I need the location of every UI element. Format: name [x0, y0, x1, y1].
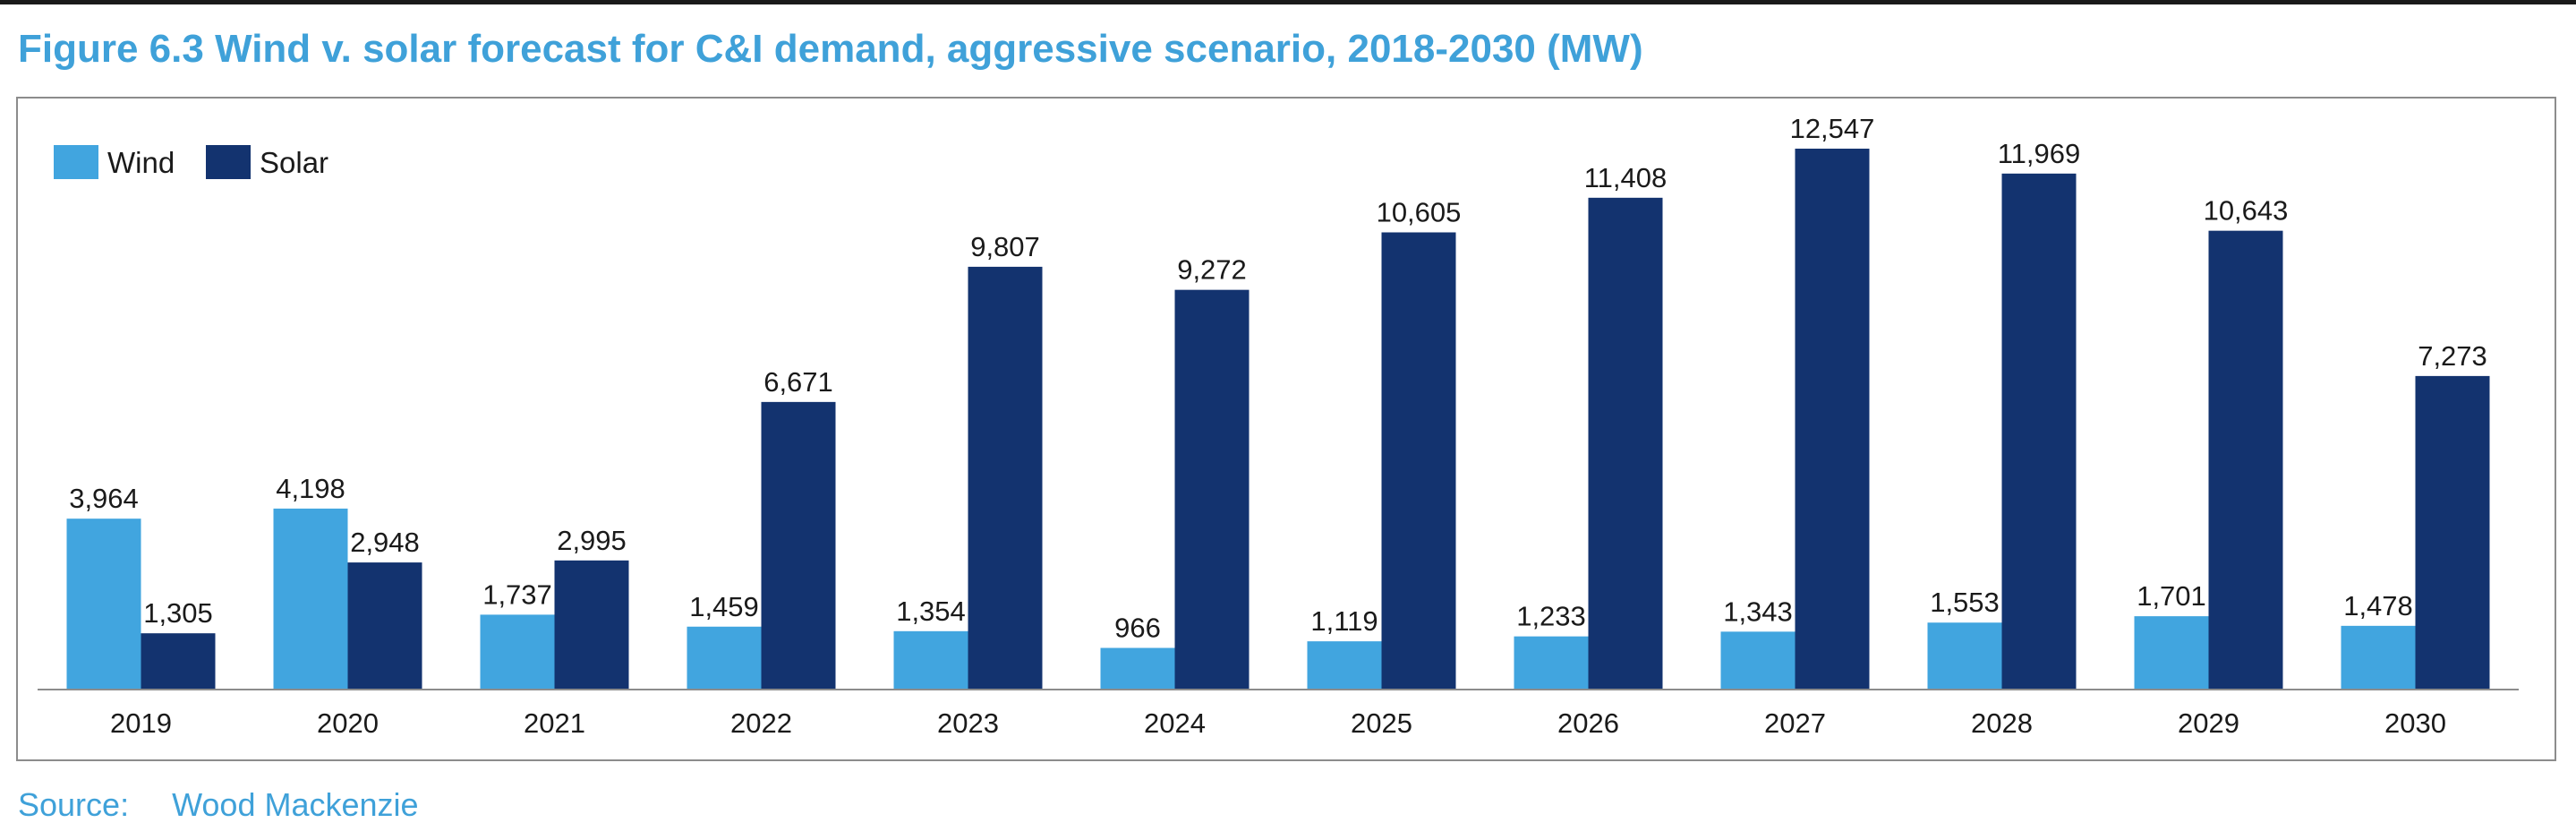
wind-data-label-2030: 1,478	[2343, 590, 2413, 621]
wind-bar-2023	[893, 630, 968, 690]
legend-solar-label: Solar	[260, 146, 328, 179]
solar-data-label-2028: 11,969	[1998, 138, 2081, 169]
wind-data-label-2023: 1,354	[896, 596, 966, 627]
wind-data-label-2021: 1,737	[482, 579, 552, 610]
wind-data-label-2029: 1,701	[2137, 580, 2206, 612]
legend-wind-label: Wind	[107, 146, 175, 179]
x-tick-label-2029: 2029	[2178, 707, 2239, 739]
figure-title: Figure 6.3 Wind v. solar forecast for C&…	[18, 27, 1643, 71]
x-tick-label-2028: 2028	[1971, 707, 2033, 739]
source-label: Source:	[18, 786, 130, 823]
x-tick-label-2026: 2026	[1557, 707, 1619, 739]
solar-bar-2025	[1381, 232, 1456, 690]
wind-bar-2022	[687, 626, 762, 690]
wind-data-label-2025: 1,119	[1310, 605, 1378, 637]
wind-data-label-2026: 1,233	[1516, 601, 1586, 632]
solar-bar-2022	[761, 401, 836, 690]
source-value: Wood Mackenzie	[172, 786, 419, 823]
solar-data-label-2023: 9,807	[970, 231, 1040, 262]
wind-bar-2019	[66, 519, 141, 690]
solar-bar-2023	[968, 266, 1043, 690]
solar-bar-2024	[1174, 289, 1250, 690]
solar-bar-2029	[2208, 230, 2283, 690]
wind-bar-2025	[1307, 641, 1382, 690]
legend-wind-swatch	[54, 145, 98, 179]
x-tick-label-2020: 2020	[317, 707, 379, 739]
top-rule	[0, 0, 2576, 4]
solar-data-label-2027: 12,547	[1790, 113, 1875, 144]
solar-bar-2021	[554, 560, 629, 690]
wind-bar-2020	[273, 508, 348, 690]
chart-frame: 3,964 1,305 2019 4,198 2,948 2020 1,737 2,995 20…	[16, 97, 2556, 761]
solar-bar-2028	[2001, 173, 2077, 690]
wind-bar-2028	[1927, 622, 2002, 690]
wind-bar-2024	[1100, 647, 1175, 690]
solar-bar-2026	[1588, 197, 1663, 690]
wind-bar-2021	[480, 614, 555, 690]
solar-data-label-2022: 6,671	[763, 366, 833, 398]
x-tick-label-2027: 2027	[1764, 707, 1826, 739]
wind-bar-2027	[1720, 631, 1796, 690]
solar-data-label-2029: 10,643	[2204, 195, 2289, 227]
wind-data-label-2020: 4,198	[276, 473, 345, 504]
wind-data-label-2024: 966	[1114, 612, 1161, 643]
x-tick-label-2023: 2023	[937, 707, 999, 739]
solar-data-label-2025: 10,605	[1377, 196, 1462, 227]
solar-data-label-2024: 9,272	[1177, 254, 1247, 286]
solar-bar-2030	[2415, 375, 2490, 690]
wind-bar-2029	[2134, 616, 2209, 690]
solar-data-label-2030: 7,273	[2418, 340, 2487, 372]
solar-bar-2027	[1795, 149, 1870, 690]
solar-bar-2020	[347, 562, 422, 690]
solar-bar-2019	[141, 633, 216, 690]
wind-data-label-2027: 1,343	[1723, 596, 1793, 627]
x-tick-label-2030: 2030	[2384, 707, 2446, 739]
x-tick-label-2021: 2021	[524, 707, 585, 739]
wind-data-label-2028: 1,553	[1930, 587, 2000, 618]
wind-bar-2026	[1514, 636, 1589, 690]
solar-data-label-2021: 2,995	[557, 525, 627, 556]
x-tick-label-2019: 2019	[110, 707, 172, 739]
wind-bar-2030	[2341, 625, 2416, 690]
source-note: Source: Wood Mackenzie	[18, 786, 419, 824]
wind-data-label-2022: 1,459	[689, 591, 759, 622]
solar-data-label-2020: 2,948	[350, 527, 420, 558]
legend-solar-swatch	[206, 145, 251, 179]
solar-data-label-2019: 1,305	[143, 597, 213, 629]
x-tick-label-2024: 2024	[1144, 707, 1206, 739]
x-tick-label-2025: 2025	[1351, 707, 1412, 739]
wind-data-label-2019: 3,964	[69, 483, 139, 514]
x-tick-label-2022: 2022	[730, 707, 792, 739]
solar-data-label-2026: 11,408	[1584, 162, 1668, 193]
